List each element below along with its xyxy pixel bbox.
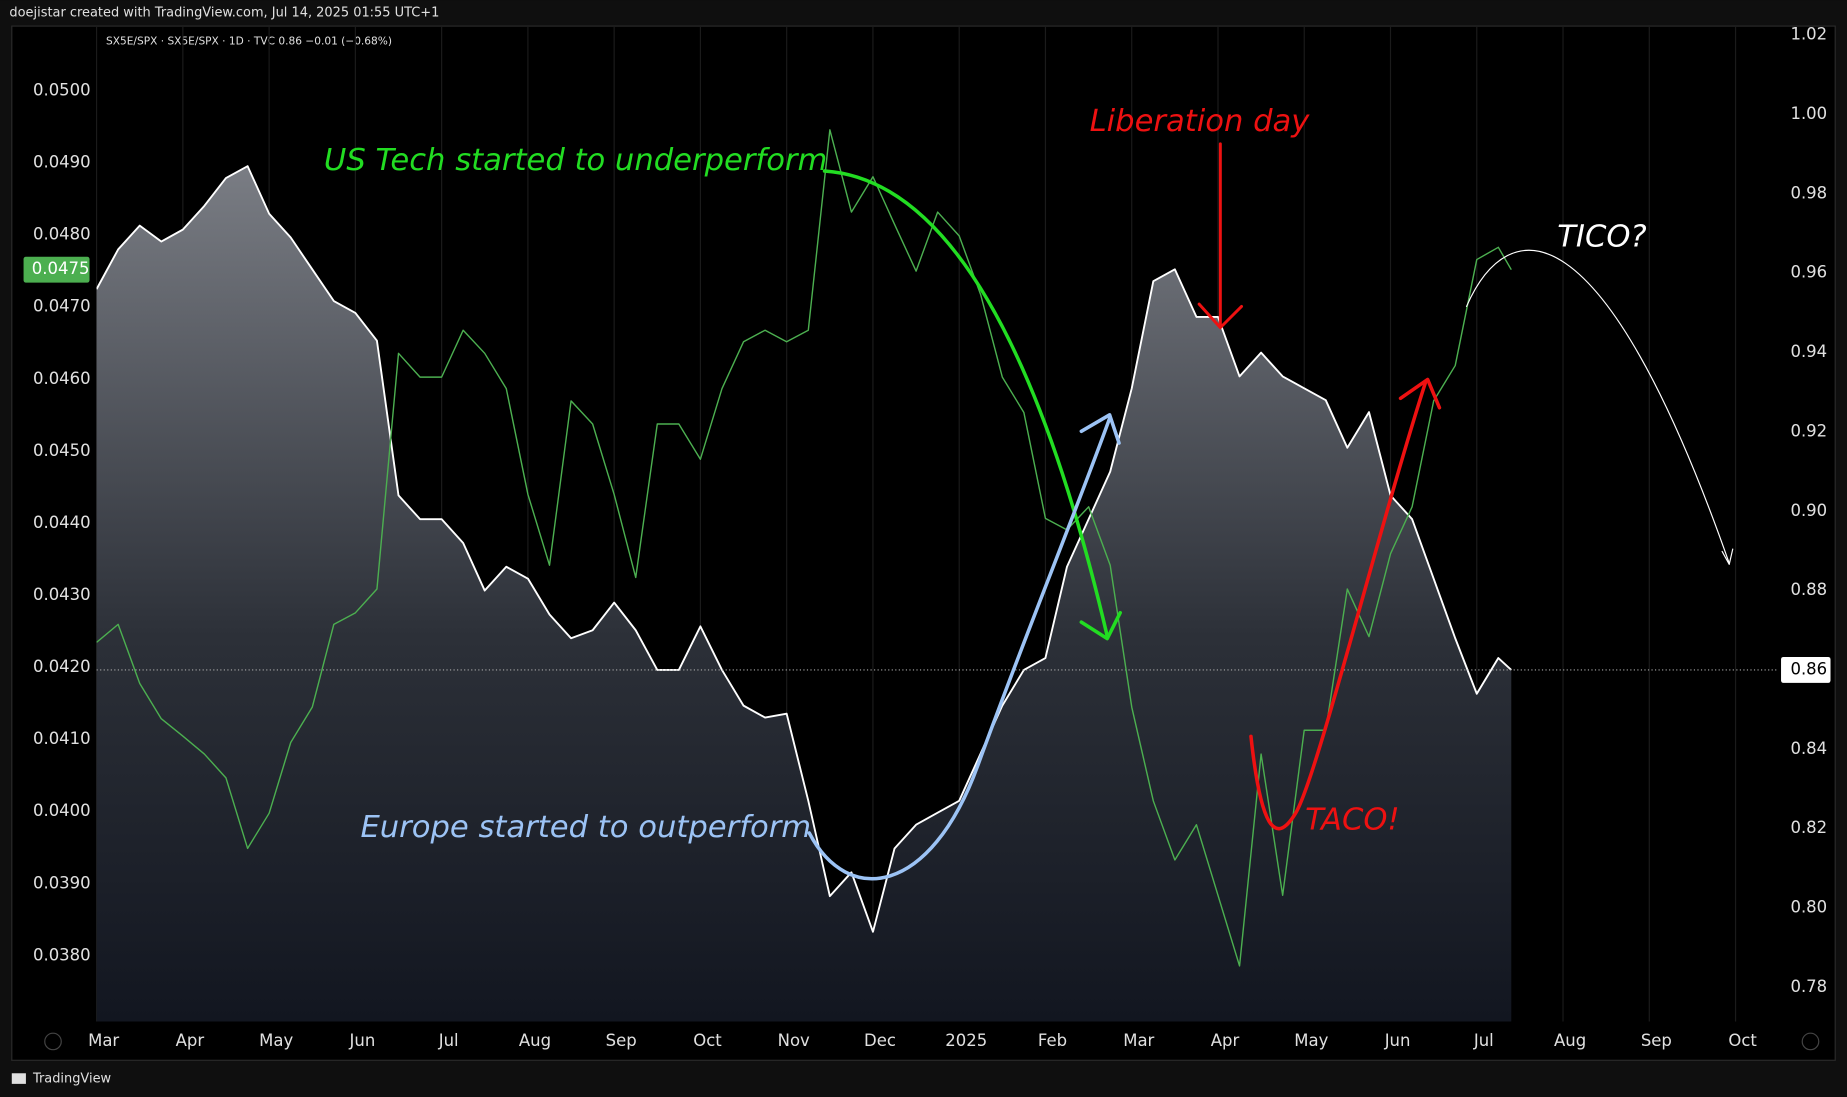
- legend: SX5E/SPX · SX5E/SPX · 1D · TVC 0.86 −0.0…: [106, 35, 392, 47]
- icon: [1801, 1032, 1820, 1051]
- axes: Mar Apr May Jun Jul Aug Sep Oct Nov Dec 2025 Feb Mar…: [23, 25, 1831, 1050]
- x-tick-label: Aug: [519, 1031, 551, 1050]
- y2-tick-label: 1.02: [1790, 25, 1827, 44]
- plot: [96, 129, 1779, 1022]
- x-tick-label: Aug: [1554, 1031, 1586, 1050]
- arrow: [1465, 249, 1730, 564]
- y2-tick-label: 0.96: [1790, 263, 1827, 282]
- y-tick-label: 0.0450: [33, 441, 91, 460]
- last-value-box: [1781, 656, 1831, 683]
- x-tick-label: Mar: [1123, 1031, 1154, 1050]
- y2-tick-label: 0.80: [1790, 897, 1827, 916]
- arrow: [1249, 381, 1428, 831]
- y2-tick-label: 0.92: [1790, 421, 1827, 440]
- y-tick-label: 0.0390: [33, 873, 91, 892]
- header: doejistar created with TradingView.com, …: [9, 6, 439, 21]
- annotation: TACO!: [1305, 803, 1400, 838]
- last-value-box: [23, 256, 90, 283]
- y2-tick-label: 0.84: [1790, 739, 1827, 758]
- last-value-label: 0.0475: [32, 259, 90, 278]
- y2-tick-label: 0.98: [1790, 183, 1827, 202]
- y-tick-label: 0.0420: [33, 657, 91, 676]
- y-tick-label: 0.0480: [33, 225, 91, 244]
- y-tick-label: 0.0430: [33, 585, 91, 604]
- arrow-head: [1079, 610, 1122, 641]
- y-tick-label: 0.0490: [33, 153, 91, 172]
- y2-tick-label: 0.88: [1790, 580, 1827, 599]
- x-tick-label: Apr: [1211, 1031, 1240, 1050]
- arrow: [822, 169, 1110, 639]
- footer: TradingView: [32, 1072, 112, 1087]
- arrow-head: [1398, 377, 1442, 410]
- x-tick-label: Feb: [1038, 1031, 1067, 1050]
- y2-tick-label: 0.90: [1790, 501, 1827, 520]
- arrow-head: [1079, 413, 1121, 445]
- y-tick-label: 0.0440: [33, 513, 91, 532]
- x-tick-label: 2025: [945, 1031, 987, 1050]
- x-tick-label: Sep: [606, 1031, 637, 1050]
- x-tick-label: Dec: [864, 1031, 896, 1050]
- x-tick-label: Oct: [1728, 1031, 1757, 1050]
- y2-tick-label: 0.82: [1790, 818, 1827, 837]
- y2-tick-label: 1.00: [1790, 104, 1827, 123]
- annotation: Europe started to outperform: [360, 810, 811, 845]
- x-tick-label: Jun: [1384, 1031, 1411, 1050]
- icon: [44, 1032, 62, 1051]
- x-tick-label: Apr: [176, 1031, 205, 1050]
- y-tick-label: 0.0470: [33, 297, 91, 316]
- annotation: TICO?: [1557, 220, 1646, 255]
- logo: [11, 1073, 26, 1084]
- line: [96, 165, 1512, 933]
- x-tick-label: Oct: [693, 1031, 722, 1050]
- area: [96, 166, 1512, 1022]
- x-tick-label: May: [1294, 1031, 1328, 1050]
- y-tick-label: 0.0410: [33, 729, 91, 748]
- x-tick-label: Jul: [438, 1031, 459, 1050]
- y-tick-label: 0.0380: [33, 945, 91, 964]
- y-tick-label: 0.0500: [33, 80, 91, 99]
- annotation: US Tech started to underperform: [324, 143, 827, 178]
- arrow-head: [1721, 548, 1734, 565]
- y-tick-label: 0.0400: [33, 801, 91, 820]
- x-tick-label: Jun: [349, 1031, 376, 1050]
- last-value-label: 0.86: [1790, 659, 1827, 678]
- annotation: Liberation day: [1090, 104, 1311, 139]
- arrow-head: [1197, 302, 1244, 330]
- line: [96, 129, 1512, 967]
- x-tick-label: Nov: [778, 1031, 810, 1050]
- y2-tick-label: 0.94: [1790, 342, 1827, 361]
- arrow: [807, 416, 1112, 881]
- x-tick-label: Jul: [1473, 1031, 1494, 1050]
- y-tick-label: 0.0460: [33, 369, 91, 388]
- x-tick-label: Sep: [1641, 1031, 1672, 1050]
- annotations: US Tech started to underperform Liberati…: [324, 104, 1734, 881]
- x-tick-label: Mar: [88, 1031, 119, 1050]
- x-tick-label: May: [259, 1031, 293, 1050]
- y2-tick-label: 0.78: [1790, 977, 1827, 996]
